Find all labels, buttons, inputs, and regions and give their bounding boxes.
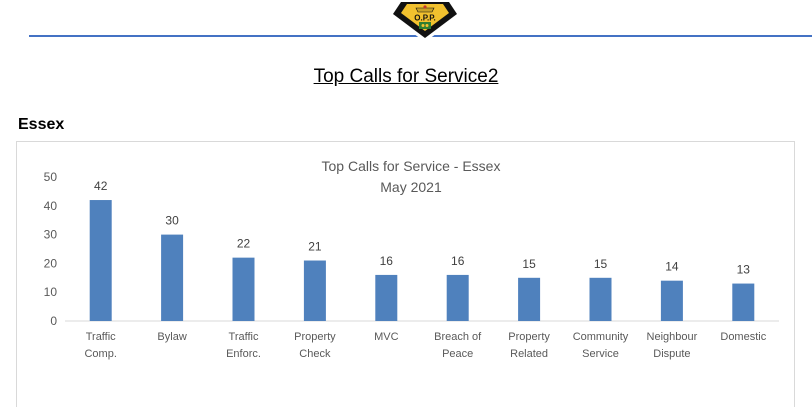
y-tick-label: 50: [44, 170, 58, 184]
x-tick-label: Enforc.: [226, 348, 261, 360]
bar: [732, 283, 755, 321]
x-tick-label: Check: [299, 348, 331, 360]
y-tick-label: 20: [44, 256, 58, 270]
opp-logo: O.P.P.: [387, 0, 463, 42]
x-tick-label: MVC: [374, 331, 399, 343]
page-title: Top Calls for Service2: [313, 66, 499, 87]
data-label: 30: [165, 214, 179, 228]
y-tick-label: 10: [44, 285, 58, 299]
x-tick-label: Community: [573, 331, 629, 343]
x-tick-label: Neighbour: [647, 331, 698, 343]
bar: [589, 277, 612, 321]
data-label: 15: [522, 257, 536, 271]
data-label: 42: [94, 179, 108, 193]
x-tick-label: Comp.: [84, 348, 116, 360]
chart-subtitle: May 2021: [380, 179, 442, 195]
y-tick-label: 40: [44, 199, 58, 213]
x-tick-label: Dispute: [653, 348, 690, 360]
bar: [161, 234, 184, 321]
x-tick-label: Property: [294, 331, 336, 343]
data-label: 13: [737, 263, 751, 277]
x-tick-label: Property: [508, 331, 550, 343]
x-tick-label: Traffic: [229, 331, 259, 343]
bar: [660, 280, 683, 321]
bar: [232, 257, 255, 321]
bar: [518, 277, 541, 321]
x-tick-label: Service: [582, 348, 619, 360]
data-label: 15: [594, 257, 608, 271]
bar: [89, 200, 112, 321]
chart-frame: Top Calls for Service - Essex May 2021 0…: [16, 141, 795, 407]
data-label: 16: [451, 254, 465, 268]
data-label: 14: [665, 260, 679, 274]
x-tick-label: Domestic: [720, 331, 766, 343]
section-title: Essex: [18, 116, 65, 133]
bar: [375, 274, 398, 321]
x-tick-label: Traffic: [86, 331, 116, 343]
chart-title: Top Calls for Service - Essex: [322, 158, 501, 174]
x-tick-label: Peace: [442, 348, 473, 360]
data-label: 21: [308, 240, 322, 254]
x-tick-label: Bylaw: [157, 331, 186, 343]
x-tick-label: Breach of: [434, 331, 482, 343]
data-label: 22: [237, 237, 251, 251]
bar: [446, 274, 469, 321]
y-tick-label: 0: [50, 314, 57, 328]
svg-text:O.P.P.: O.P.P.: [414, 14, 436, 23]
data-label: 16: [380, 254, 394, 268]
x-tick-label: Related: [510, 348, 548, 360]
bar: [303, 260, 326, 321]
bar-chart: Top Calls for Service - Essex May 2021 0…: [44, 158, 779, 360]
y-tick-label: 30: [44, 228, 58, 242]
